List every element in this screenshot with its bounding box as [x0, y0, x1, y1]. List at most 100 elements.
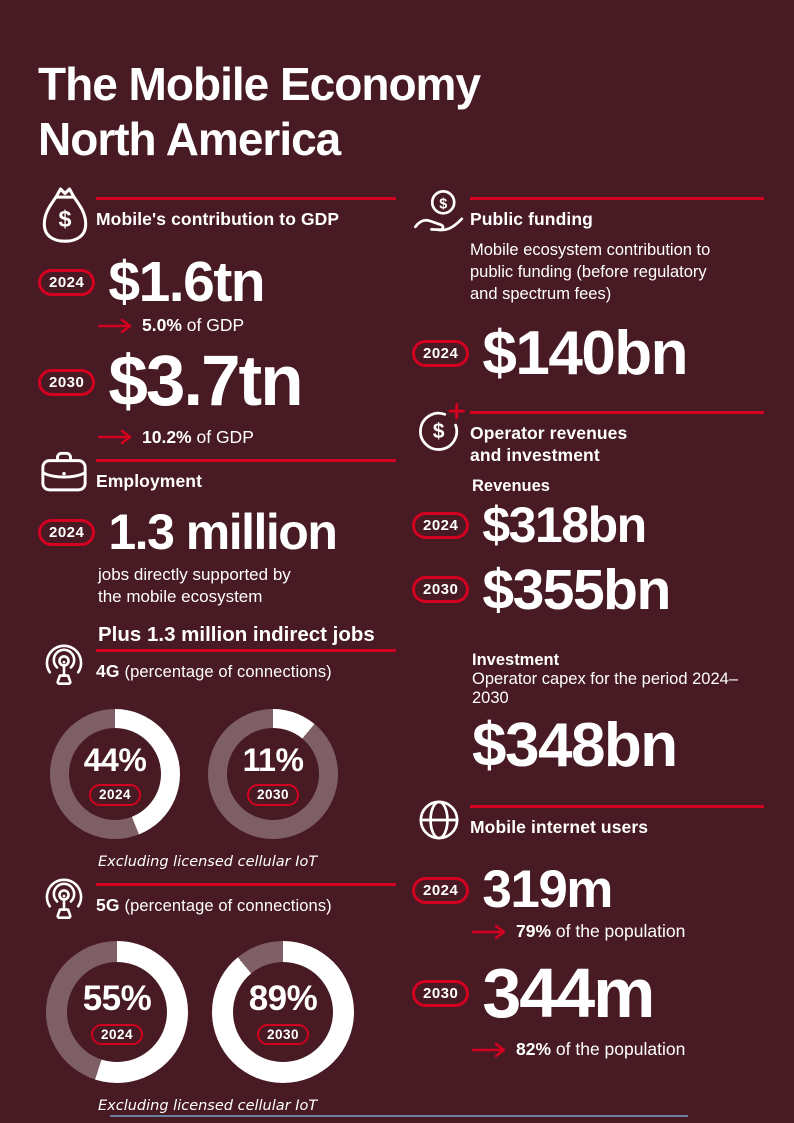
gdp-value-2024: $1.6tn: [108, 250, 265, 314]
antenna-icon: [38, 870, 96, 927]
year-badge-2024: 2024: [38, 268, 96, 296]
employment-extra: Plus 1.3 million indirect jobs: [98, 623, 375, 647]
4g-donut-2024-center: 44% 2024: [69, 728, 161, 820]
section-employment: Employment 2024 1.3 million jobs directl…: [38, 446, 396, 647]
public-funding-stat: 2024 $140bn: [412, 318, 764, 388]
operator-stat-2024: 2024 $318bn: [412, 496, 764, 553]
section-title-5g: 5G (percentage of connections): [96, 895, 332, 915]
year-badge-2030: 2030: [246, 784, 300, 806]
arrow-right-icon: [472, 1042, 508, 1058]
public-funding-value: $140bn: [482, 318, 688, 388]
section-subtitle-5g: (percentage of connections): [124, 897, 332, 915]
arrow-right-icon: [98, 429, 134, 445]
5g-footnote: Excluding licensed cellular IoT: [98, 1098, 318, 1114]
hand-coin-icon: $: [412, 184, 470, 306]
section-title-operator: Operator revenues and investment: [470, 423, 628, 465]
4g-footnote: Excluding licensed cellular IoT: [98, 854, 318, 870]
dollar-plus-icon: $: [412, 398, 470, 467]
briefcase-icon: [38, 446, 96, 497]
section-title-4g: 4G (percentage of connections): [96, 661, 332, 681]
users-note-2030: 82% of the population: [472, 1039, 764, 1060]
investment-block: Investment Operator capex for the period…: [472, 651, 764, 777]
section-title-employment: Employment: [96, 471, 203, 491]
gdp-note-2030: 10.2% of GDP: [98, 427, 396, 448]
section-rule: [470, 197, 764, 200]
gdp-note-text: 5.0% of GDP: [142, 315, 245, 336]
section-rule: [470, 805, 764, 808]
section-title-public-funding: Public funding: [470, 209, 593, 229]
section-rule: [96, 459, 396, 462]
section-rule: [96, 197, 396, 200]
section-4g: 4G (percentage of connections) 44% 2024 …: [38, 636, 396, 870]
users-note-text: 82% of the population: [516, 1039, 686, 1060]
section-rule: [96, 649, 396, 652]
investment-value: $348bn: [472, 710, 678, 780]
gdp-stat-2024: 2024 $1.6tn: [38, 253, 396, 311]
section-title-internet-users: Mobile internet users: [470, 817, 649, 837]
year-badge-2030: 2030: [412, 980, 470, 1008]
footer-rule-line: [110, 1114, 688, 1117]
4g-donut-row: 44% 2024 11% 2030: [50, 709, 396, 839]
section-subtitle-4g: (percentage of connections): [124, 663, 332, 681]
arrow-right-icon: [472, 924, 508, 940]
users-note-2024: 79% of the population: [472, 921, 764, 942]
arrow-right-icon: [98, 318, 134, 334]
svg-text:$: $: [58, 206, 71, 232]
gdp-note-2024: 5.0% of GDP: [98, 315, 396, 336]
year-badge-2024: 2024: [38, 519, 96, 546]
section-operator: $ Operator revenues and investment Reven…: [412, 398, 764, 777]
donut-percent-label: 44%: [83, 742, 147, 779]
year-badge-2024: 2024: [412, 339, 470, 367]
donut-percent-label: 11%: [242, 742, 304, 779]
employment-value: 1.3 million: [108, 504, 338, 560]
operator-value-2030: $355bn: [482, 557, 671, 622]
year-badge-2030: 2030: [256, 1023, 310, 1046]
operator-value-2024: $318bn: [482, 496, 647, 553]
section-public-funding: $ Public funding Mobile ecosystem contri…: [412, 184, 764, 385]
section-internet-users: Mobile internet users 2024 319m 79% of t…: [412, 792, 764, 1060]
page-title-line2: North America: [38, 113, 341, 165]
page-title-line1: The Mobile Economy: [38, 57, 481, 110]
4g-donut-2030-center: 11% 2030: [227, 728, 319, 820]
5g-donut-2030: 89% 2030: [212, 941, 354, 1083]
employment-desc: jobs directly supported by the mobile ec…: [98, 565, 291, 607]
svg-text:$: $: [433, 420, 445, 443]
4g-donut-2030: 11% 2030: [208, 709, 338, 839]
users-note-text: 79% of the population: [516, 921, 686, 942]
employment-stat: 2024 1.3 million: [38, 507, 396, 558]
year-badge-2024: 2024: [412, 511, 470, 539]
year-badge-2030: 2030: [38, 368, 96, 396]
globe-icon: [412, 792, 470, 847]
page-title: The Mobile Economy North America: [38, 57, 481, 167]
users-stat-2030: 2030 344m: [412, 954, 764, 1033]
year-badge-2024: 2024: [412, 876, 470, 904]
year-badge-2024: 2024: [90, 1023, 144, 1046]
5g-donut-2024: 55% 2024: [46, 941, 188, 1083]
section-rule: [96, 883, 396, 886]
section-rule: [470, 411, 764, 414]
section-5g: 5G (percentage of connections) 55% 2024 …: [38, 870, 396, 1114]
users-stat-2024: 2024 319m: [412, 860, 764, 919]
gdp-value-2030: $3.7tn: [108, 342, 303, 422]
gdp-note-text: 10.2% of GDP: [142, 426, 254, 447]
5g-donut-2024-center: 55% 2024: [67, 962, 167, 1062]
investment-desc: Operator capex for the period 2024–2030: [472, 669, 739, 707]
revenues-label: Revenues: [472, 476, 550, 495]
antenna-icon: [38, 636, 96, 693]
gdp-stat-2030: 2030 $3.7tn: [38, 342, 396, 422]
svg-text:$: $: [439, 196, 447, 212]
users-value-2030: 344m: [482, 954, 655, 1033]
investment-label: Investment: [472, 650, 560, 669]
section-gdp: $ Mobile's contribution to GDP 2024 $1.6…: [38, 184, 396, 448]
money-bag-icon: $: [38, 184, 96, 247]
4g-donut-2024: 44% 2024: [50, 709, 180, 839]
year-badge-2024: 2024: [88, 784, 142, 806]
donut-percent-label: 89%: [248, 978, 318, 1018]
users-value-2024: 319m: [482, 860, 613, 919]
5g-donut-2030-center: 89% 2030: [233, 962, 333, 1062]
5g-donut-row: 55% 2024 89% 2030: [46, 941, 396, 1083]
section-title-gdp: Mobile's contribution to GDP: [96, 209, 340, 229]
donut-percent-label: 55%: [82, 978, 152, 1018]
year-badge-2030: 2030: [412, 576, 470, 604]
